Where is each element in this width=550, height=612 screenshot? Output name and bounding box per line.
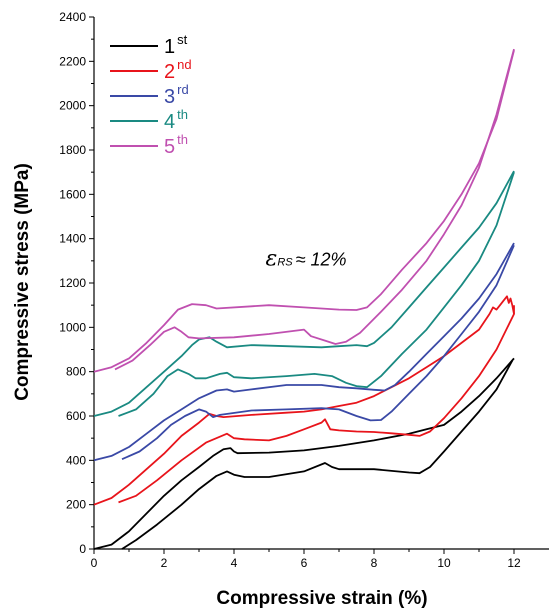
y-tick-label: 2200 [59,54,86,68]
y-tick-label: 1600 [59,187,86,201]
series-4-curve-1 [93,170,515,417]
series-1 [93,357,515,550]
data-curves [93,48,515,550]
series-4 [93,170,515,417]
series-5-curve-2 [114,48,515,371]
y-tick-label: 2400 [59,10,86,24]
y-axis-title: Compressive stress (MPa) [12,163,33,401]
x-tick-label: 12 [507,556,521,570]
series-1-curve-1 [93,357,515,550]
series-2 [93,295,515,506]
y-tick-label: 1800 [59,143,86,157]
y-tick-label: 1000 [59,320,86,334]
series-1-curve-2 [121,360,514,550]
series-5-curve-1 [93,50,515,373]
series-3 [93,242,515,462]
y-tick-label: 1200 [59,276,86,290]
svg-text:εRS≈ 12%: εRS ≈ 12% [266,246,347,271]
annotation-text: ≈ 12% [296,249,347,269]
series-2-curve-2 [118,305,515,504]
axes [93,17,549,550]
y-tick-label: 2000 [59,99,86,113]
series-4-curve-2 [118,171,515,417]
x-tick-label: 0 [91,556,98,570]
legend: 1 st2 nd3 rd4 th5 th [110,32,192,158]
y-tick-label: 600 [66,409,86,423]
y-tick-label: 800 [66,365,86,379]
tick-marks: 0 2 4 6 8 10 12 0 200 400 600 800 1000 1200 1400 1600 18… [59,10,521,570]
x-axis-title: Compressive strain (%) [216,588,427,609]
x-tick-label: 2 [161,556,168,570]
x-tick-label: 8 [371,556,378,570]
annotation-subscript: RS [277,256,293,268]
annotation-epsilon-rs: εRS ≈ 12% [266,246,347,271]
x-tick-label: 4 [231,556,238,570]
series-5 [93,48,515,373]
y-tick-label: 400 [66,453,86,467]
x-tick-label: 10 [437,556,451,570]
annotation-symbol: ε [266,246,278,271]
y-tick-label: 0 [79,542,86,556]
x-tick-label: 6 [301,556,308,570]
series-3-curve-2 [121,244,515,461]
y-tick-label: 200 [66,498,86,512]
series-3-curve-1 [93,242,515,462]
series-2-curve-1 [93,295,515,506]
y-tick-label: 1400 [59,232,86,246]
